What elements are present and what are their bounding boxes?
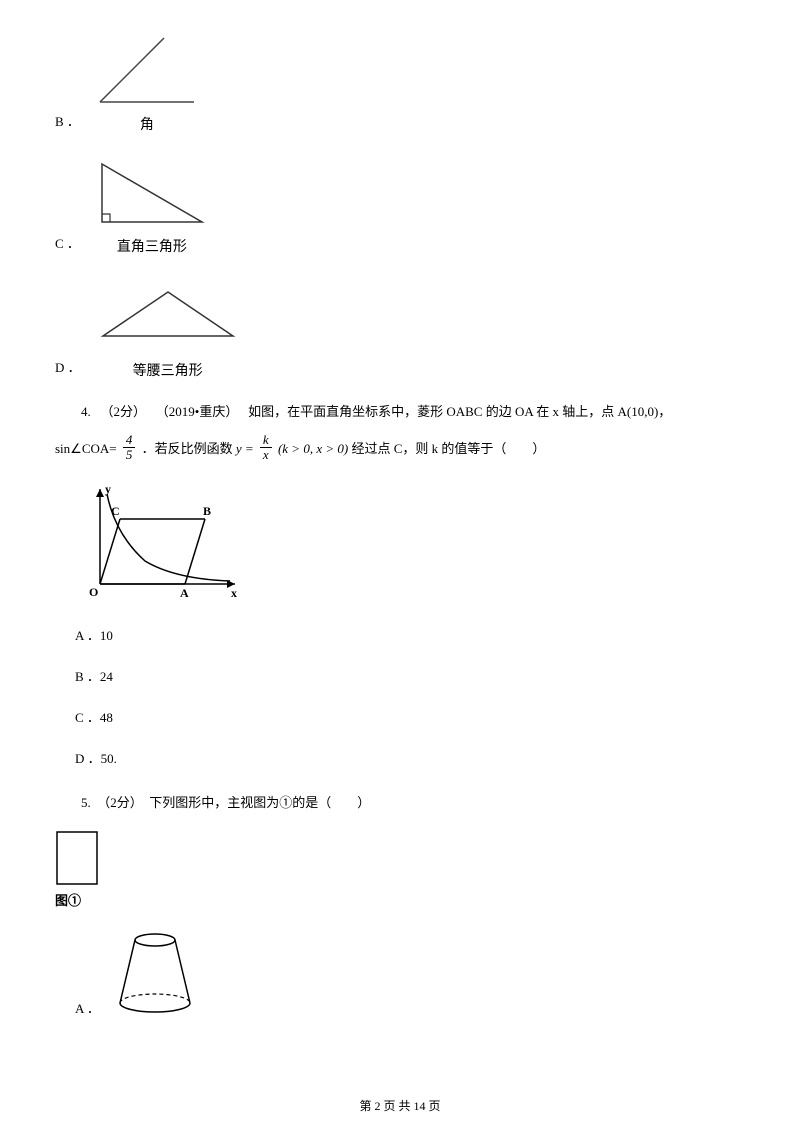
q4-line2: sin∠COA= 4 5 ．若反比例函数 y = k x (k > 0, x >… [55,435,745,465]
q4-text1: 如图，在平面直角坐标系中，菱形 OABC 的边 OA 在 x 轴上，点 A(10… [248,404,671,419]
option-b-label: B ． [55,111,80,134]
q4-source: （2019•重庆） [156,404,239,419]
option-c-label: C ． [55,233,80,256]
q4-num: 4. [81,404,91,419]
q4-text3: 经过点 C，则 k 的值等于（ ） [351,441,545,456]
q4-text2: ．若反比例函数 [142,441,233,456]
q4-opt-a: A ．10 [75,625,745,644]
right-triangle-caption: 直角三角形 [92,236,212,256]
isosceles-triangle-icon [93,274,243,354]
frac-4-5: 4 5 [123,433,136,463]
angle-icon [92,30,202,108]
q5-num: 5. [81,795,91,810]
q4-opt-b: B ．24 [75,666,745,685]
option-d-label: D ． [55,357,81,380]
option-c-row: C ． 直角三角形 [55,152,745,256]
option-d-row: D ． 等腰三角形 [55,274,745,380]
q5-fig1-block: 图① [55,830,745,909]
origin-label: O [89,585,98,599]
right-triangle-icon [92,152,212,230]
right-triangle-block: 直角三角形 [92,152,212,256]
point-a-label: A [180,586,189,599]
q5-points: （2分） [97,795,143,810]
q5-fig1-label: 图① [55,890,745,909]
q5-line: 5. （2分） 下列图形中，主视图为①的是（ ） [55,789,745,818]
q4-line1: 4. （2分） （2019•重庆） 如图，在平面直角坐标系中，菱形 OABC 的… [55,398,745,427]
q5-opt-a-row: A ． [75,927,745,1017]
iso-triangle-caption: 等腰三角形 [93,360,243,380]
q5-text: 下列图形中，主视图为①的是（ ） [149,795,370,810]
angle-caption: 角 [92,114,202,134]
q4-opt-c: C ．48 [75,707,745,726]
angle-figure-block: 角 [92,30,202,134]
axis-x-label: x [231,586,237,599]
option-b-row: B ． 角 [55,30,745,134]
page-footer: 第 2 页 共 14 页 [0,1097,800,1114]
iso-triangle-block: 等腰三角形 [93,274,243,380]
q5-opt-a-label: A ． [75,998,100,1017]
q4-points: （2分） [101,404,147,419]
point-c-label: C [111,504,120,518]
q4-chart: y x O A B C [75,479,745,603]
q4-sin: sin∠COA= [55,441,117,456]
q4-opt-d: D ．50. [75,748,745,767]
frac-k-x: k x [260,433,272,463]
coordinate-chart-icon: y x O A B C [75,479,245,599]
q4-formula: y = k x (k > 0, x > 0) [236,441,352,456]
frustum-cone-icon [110,927,200,1017]
point-b-label: B [203,504,211,518]
axis-y-label: y [105,482,111,496]
rectangle-icon [55,830,99,886]
